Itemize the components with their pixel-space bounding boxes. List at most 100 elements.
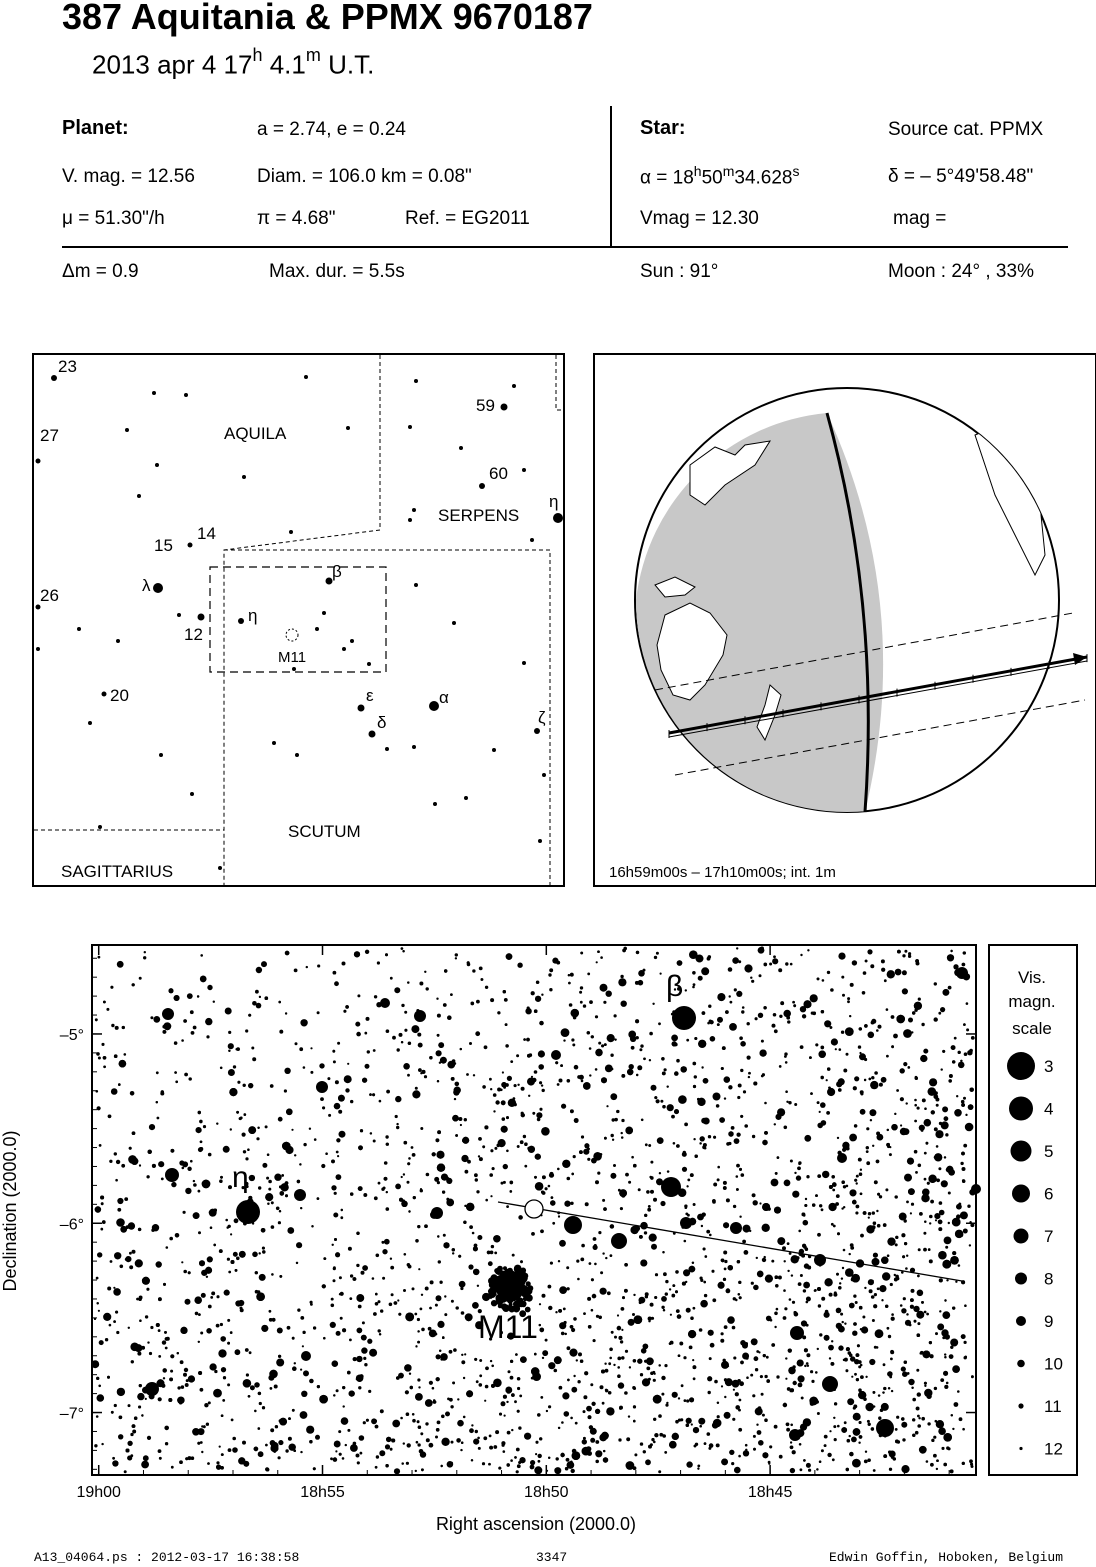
- field-star: [674, 1109, 679, 1115]
- field-star: [963, 1340, 967, 1344]
- field-star: [567, 974, 571, 977]
- field-star: [414, 1086, 418, 1090]
- field-star: [441, 1437, 450, 1446]
- finder-star: [36, 647, 40, 651]
- field-star: [227, 1448, 232, 1452]
- field-star: [872, 1221, 877, 1225]
- field-star: [302, 1066, 306, 1069]
- field-star: [127, 1455, 133, 1461]
- legend-label: 10: [1044, 1355, 1063, 1374]
- field-star: [860, 1233, 864, 1238]
- field-star: [774, 1325, 777, 1329]
- field-star: [385, 1029, 390, 1033]
- field-star: [400, 1416, 403, 1420]
- field-star: [347, 1062, 350, 1065]
- field-star: [673, 988, 677, 991]
- field-star: [435, 1050, 442, 1057]
- field-star: [330, 1297, 334, 1301]
- field-star: [603, 1043, 607, 1046]
- field-star: [970, 1465, 974, 1468]
- field-star: [446, 1461, 454, 1468]
- field-star: [432, 1400, 437, 1404]
- field-star: [770, 1178, 779, 1187]
- field-star: [377, 1329, 381, 1333]
- field-star: [581, 1439, 587, 1445]
- field-star: [417, 1032, 422, 1037]
- shadow-edge: [674, 699, 1086, 776]
- field-star: [692, 1061, 697, 1066]
- field-star: [104, 1338, 109, 1342]
- field-star: [264, 996, 269, 1000]
- field-star: [482, 1085, 486, 1089]
- bright-star: [837, 1153, 847, 1163]
- field-star: [400, 1041, 404, 1044]
- finder-chart: AQUILA SERPENS SCUTUM SAGITTARIUS 23 27 …: [32, 353, 565, 887]
- field-star: [537, 1050, 546, 1058]
- field-star: [848, 1252, 851, 1256]
- field-star: [811, 1379, 815, 1383]
- finder-star: [429, 701, 439, 711]
- field-star: [452, 1252, 455, 1255]
- field-star: [963, 1023, 966, 1026]
- field-star: [740, 1068, 744, 1073]
- field-star: [266, 1153, 270, 1156]
- field-star: [301, 1345, 304, 1348]
- field-star: [341, 1457, 345, 1460]
- field-star: [703, 1280, 706, 1284]
- field-star: [869, 1109, 877, 1117]
- field-star: [830, 1222, 834, 1226]
- field-star: [940, 1180, 948, 1188]
- field-star: [837, 1424, 840, 1428]
- field-star: [264, 1125, 268, 1129]
- globe-panel: 16h59m00s – 17h10m00s; int. 1m: [593, 353, 1096, 887]
- field-star: [894, 968, 902, 976]
- field-star: [157, 1449, 162, 1453]
- field-star: [435, 1428, 440, 1432]
- field-star: [653, 1440, 656, 1444]
- field-star: [692, 1427, 700, 1434]
- field-star: [857, 1157, 862, 1162]
- eta-label: η: [232, 1161, 249, 1194]
- finder-star: [512, 384, 516, 388]
- field-star: [909, 1304, 914, 1309]
- field-star: [827, 1067, 831, 1071]
- finder-star: [534, 728, 540, 734]
- field-star: [455, 1134, 458, 1137]
- field-star: [256, 1292, 265, 1301]
- field-star: [952, 1251, 957, 1256]
- field-star: [195, 1127, 202, 1134]
- field-star: [338, 1276, 342, 1280]
- field-star: [935, 1332, 938, 1336]
- m11-star: [490, 1274, 498, 1282]
- asia-coast-shape: [689, 440, 772, 506]
- field-star: [683, 1239, 687, 1243]
- field-star: [782, 1246, 786, 1251]
- field-star: [474, 1357, 478, 1361]
- finder-star: [322, 611, 326, 615]
- field-star: [457, 1419, 464, 1427]
- field-star: [248, 1351, 252, 1355]
- field-star: [624, 1349, 629, 1353]
- field-star: [804, 1134, 812, 1142]
- field-star: [335, 1389, 339, 1393]
- field-star: [650, 1176, 654, 1180]
- field-star: [94, 1018, 98, 1022]
- field-star: [335, 1252, 341, 1258]
- field-star: [774, 1311, 778, 1316]
- finder-star: [35, 604, 41, 610]
- field-star: [860, 1363, 863, 1367]
- field-star: [605, 1389, 609, 1393]
- field-star: [444, 969, 448, 973]
- field-star: [497, 1011, 501, 1015]
- field-star: [924, 1220, 927, 1223]
- field-star: [579, 990, 583, 994]
- field-star: [661, 1392, 665, 1396]
- field-star: [929, 1354, 934, 1359]
- field-star: [901, 1417, 905, 1421]
- field-star: [461, 1353, 464, 1356]
- field-star: [874, 1329, 884, 1339]
- field-star: [583, 1436, 586, 1440]
- field-star: [279, 1029, 284, 1034]
- field-star: [685, 1307, 691, 1313]
- field-star: [640, 1118, 644, 1122]
